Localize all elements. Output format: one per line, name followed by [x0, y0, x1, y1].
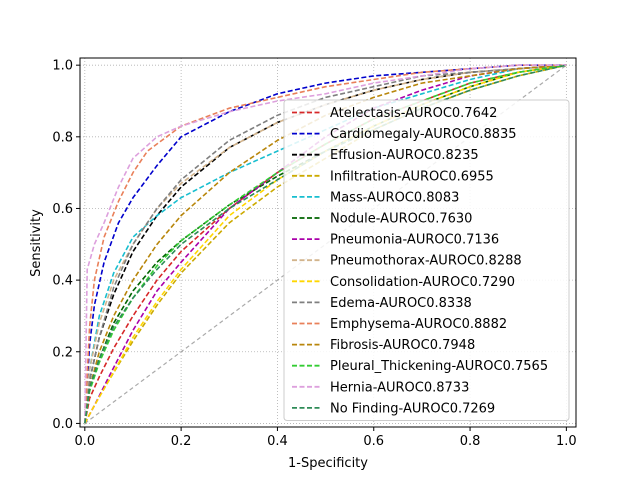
- legend-entry: Edema-AUROC0.8338: [330, 296, 472, 311]
- roc-curve-line: [84, 64, 567, 424]
- roc-curve-line: [84, 64, 567, 424]
- legend-entry: Infiltration-AUROC0.6955: [330, 169, 494, 184]
- roc-curve-line: [84, 64, 567, 424]
- roc-curve-line: [84, 64, 567, 424]
- legend-entry: Cardiomegaly-AUROC0.8835: [330, 127, 517, 142]
- y-tick-label: 0.4: [52, 274, 73, 289]
- x-tick-label: 1.0: [556, 434, 577, 449]
- legend-entry: Pleural_Thickening-AUROC0.7565: [330, 359, 548, 374]
- legend-entry: Hernia-AUROC0.8733: [330, 380, 469, 395]
- x-axis-label: 1-Specificity: [288, 456, 368, 471]
- x-tick-label: 0.2: [171, 434, 192, 449]
- y-axis-label: Sensitivity: [29, 209, 44, 277]
- y-tick-label: 1.0: [52, 59, 73, 74]
- x-tick-label: 0.0: [74, 434, 95, 449]
- legend-entry: Pneumothorax-AUROC0.8288: [330, 254, 522, 269]
- roc-curve-line: [84, 64, 567, 424]
- y-tick-label: 0.0: [52, 417, 73, 432]
- y-tick-label: 0.6: [52, 202, 73, 217]
- legend: Atelectasis-AUROC0.7642 Cardiomegaly-AURO…: [283, 99, 570, 421]
- plot-frame: [79, 57, 577, 428]
- roc-curve-line: [84, 64, 567, 424]
- legend-entry: Emphysema-AUROC0.8882: [330, 317, 507, 332]
- legend-entry: Consolidation-AUROC0.7290: [330, 275, 515, 290]
- legend-entry: Fibrosis-AUROC0.7948: [330, 338, 475, 353]
- legend-entry: No Finding-AUROC0.7269: [330, 401, 495, 416]
- roc-curve-line: [84, 64, 567, 424]
- x-tick-label: 0.4: [267, 434, 288, 449]
- legend-entry: Nodule-AUROC0.7630: [330, 212, 472, 227]
- legend-entry: Pneumonia-AUROC0.7136: [330, 233, 499, 248]
- roc-curve-line: [84, 64, 567, 424]
- y-axis-ticks: 0.0 0.2 0.4 0.6 0.8 1.0: [52, 59, 80, 432]
- y-tick-label: 0.2: [52, 345, 73, 360]
- roc-curve-line: [84, 64, 567, 424]
- roc-curves: [84, 64, 567, 424]
- y-tick-label: 0.8: [52, 130, 73, 145]
- x-tick-label: 0.6: [363, 434, 384, 449]
- legend-entry: Effusion-AUROC0.8235: [330, 148, 479, 163]
- roc-curve-line: [84, 64, 567, 424]
- x-axis-ticks: 0.0 0.2 0.4 0.6 0.8 1.0: [74, 427, 577, 449]
- legend-entry: Mass-AUROC0.8083: [330, 190, 459, 205]
- legend-entry: Atelectasis-AUROC0.7642: [330, 106, 497, 121]
- roc-curve-line: [84, 64, 567, 424]
- x-tick-label: 0.8: [460, 434, 481, 449]
- legend-box: [283, 99, 570, 421]
